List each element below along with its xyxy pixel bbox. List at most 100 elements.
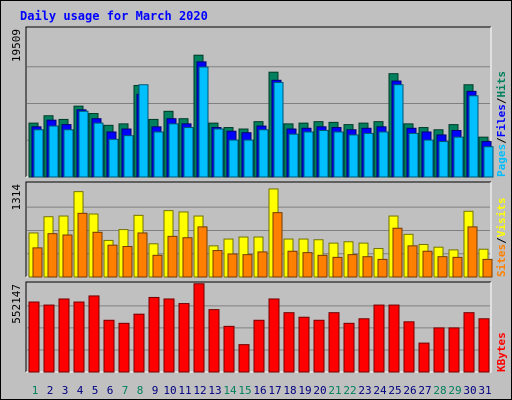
bar-kbytes: KBytes 2: 440000 [43, 304, 55, 373]
x-tick-label: 18 [283, 384, 296, 397]
bar-sites: Sites 4: 940 [77, 212, 88, 278]
visits-panel: 1314Visits 1: 650Sites 1: 430Visits 2: 8… [10, 181, 508, 278]
bar-kbytes: KBytes 17: 480000 [268, 298, 280, 373]
y-max-label: 552147 [10, 284, 23, 324]
bar-pages: Pages 31: 4100 [483, 146, 494, 178]
bar-sites: Sites 9: 320 [152, 254, 163, 278]
y-max-label: 1314 [10, 184, 23, 211]
legend-hits: Pages/Files/Hits [495, 71, 508, 177]
x-tick-label: 27 [418, 384, 431, 397]
bar-kbytes: KBytes 11: 450000 [178, 303, 190, 373]
bar-kbytes: KBytes 7: 320000 [118, 322, 130, 373]
bar-pages: Pages 16: 6400 [258, 129, 269, 178]
legend-entry: Sites [495, 244, 508, 277]
bar-pages: Pages 3: 6400 [63, 129, 74, 178]
bar-pages: Pages 29: 5400 [453, 136, 464, 178]
x-tick-label: 30 [463, 384, 476, 397]
bar-kbytes: KBytes 10: 480000 [163, 298, 175, 373]
bar-kbytes: KBytes 4: 460000 [73, 301, 85, 373]
legend-visits: Sites/Visits [495, 198, 508, 278]
legend-entry: / [495, 137, 508, 144]
bar-kbytes: KBytes 9: 490000 [148, 296, 160, 373]
bar-sites: Sites 28: 300 [437, 256, 448, 278]
x-tick-label: 16 [253, 384, 266, 397]
x-tick-label: 5 [92, 384, 99, 397]
bar-kbytes: KBytes 3: 480000 [58, 298, 70, 373]
x-tick-label: 21 [328, 384, 341, 397]
bar-sites: Sites 14: 340 [227, 253, 238, 278]
bar-pages: Pages 19: 6100 [303, 131, 314, 178]
bar-kbytes: KBytes 28: 290000 [433, 327, 445, 373]
x-tick-label: 9 [152, 384, 159, 397]
bar-pages: Pages 7: 5600 [123, 135, 134, 178]
bar-kbytes: KBytes 21: 390000 [328, 312, 340, 373]
x-tick-label: 29 [448, 384, 461, 397]
bar-pages: Pages 15: 5000 [243, 139, 254, 178]
bar-sites: Sites 1: 430 [32, 247, 43, 278]
bar-kbytes: KBytes 15: 180000 [238, 344, 250, 373]
bar-pages: Pages 27: 5000 [423, 139, 434, 178]
bar-pages: Pages 8: 12500 [138, 84, 149, 178]
bar-sites: Sites 25: 720 [392, 227, 403, 278]
bar-kbytes: KBytes 20: 340000 [313, 319, 325, 373]
bar-sites: Sites 21: 290 [332, 256, 343, 278]
legend-entry: KBytes [495, 332, 508, 372]
bar-pages: Pages 5: 7300 [93, 122, 104, 178]
x-tick-label: 7 [122, 384, 129, 397]
bar-pages: Pages 9: 6100 [153, 131, 164, 178]
bar-kbytes: KBytes 13: 410000 [208, 309, 220, 373]
bar-pages: Pages 30: 11000 [468, 95, 479, 178]
x-tick-label: 25 [388, 384, 401, 397]
bar-sites: Sites 30: 740 [467, 226, 478, 278]
bar-pages: Pages 26: 5900 [408, 132, 419, 178]
bar-kbytes: KBytes 23: 350000 [358, 318, 370, 373]
bar-sites: Sites 15: 330 [242, 254, 253, 278]
bar-pages: Pages 6: 5100 [108, 138, 119, 178]
y-max-label: 19509 [10, 29, 23, 62]
bar-pages: Pages 18: 5800 [288, 133, 299, 178]
x-tick-label: 3 [62, 384, 69, 397]
bar-sites: Sites 20: 320 [317, 254, 328, 278]
bar-pages: Pages 2: 6900 [48, 125, 59, 178]
bar-pages: Pages 23: 5900 [363, 132, 374, 178]
x-tick-label: 2 [47, 384, 54, 397]
x-axis-labels: 1 2 3 4 5 6 7 8 9 10 11 12 13 14 15 16 17 18 19 20 21 22 23 24 2… [32, 384, 492, 397]
bar-pages: Pages 13: 6500 [213, 128, 224, 178]
x-tick-label: 17 [268, 384, 281, 397]
x-tick-label: 14 [223, 384, 237, 397]
bar-sites: Sites 2: 640 [47, 233, 58, 278]
bar-kbytes: KBytes 6: 340000 [103, 319, 115, 373]
x-tick-label: 24 [373, 384, 387, 397]
bar-kbytes: KBytes 31: 350000 [478, 318, 490, 373]
bar-sites: Sites 11: 580 [182, 237, 193, 278]
bar-sites: Sites 24: 260 [377, 258, 388, 278]
bar-sites: Sites 19: 360 [302, 252, 313, 278]
x-tick-label: 28 [433, 384, 446, 397]
bar-sites: Sites 6: 470 [107, 244, 118, 278]
bar-sites: Sites 3: 620 [62, 234, 73, 278]
chart-title: Daily usage for March 2020 [20, 9, 208, 23]
x-tick-label: 1 [32, 384, 39, 397]
legend-entry: Hits [495, 71, 508, 98]
x-tick-label: 12 [193, 384, 206, 397]
bar-pages: Pages 17: 12800 [273, 82, 284, 178]
bar-kbytes: KBytes 8: 380000 [133, 313, 145, 373]
bar-kbytes: KBytes 24: 440000 [373, 304, 385, 373]
plot-border-dark [25, 26, 491, 177]
legend-entry: / [495, 97, 508, 104]
bar-pages: Pages 20: 6300 [318, 129, 329, 178]
x-tick-label: 20 [313, 384, 326, 397]
bar-kbytes: KBytes 16: 340000 [253, 319, 265, 373]
bar-sites: Sites 8: 650 [137, 232, 148, 278]
bar-sites: Sites 22: 330 [347, 254, 358, 278]
bar-sites: Sites 12: 740 [197, 226, 208, 278]
legend-entry: Files [495, 104, 508, 137]
legend-kbytes: KBytes [495, 332, 508, 372]
x-tick-label: 13 [208, 384, 221, 397]
bar-sites: Sites 7: 450 [122, 246, 133, 278]
bar-kbytes: KBytes 1: 460000 [28, 301, 40, 373]
x-tick-label: 10 [163, 384, 176, 397]
bar-sites: Sites 18: 380 [287, 250, 298, 278]
